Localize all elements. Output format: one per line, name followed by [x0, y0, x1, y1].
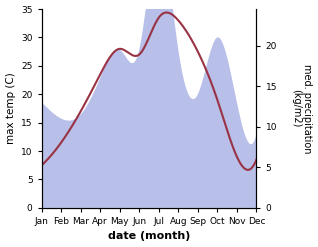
Y-axis label: max temp (C): max temp (C)	[5, 73, 16, 144]
Y-axis label: med. precipitation
(kg/m2): med. precipitation (kg/m2)	[291, 64, 313, 153]
X-axis label: date (month): date (month)	[108, 231, 190, 242]
